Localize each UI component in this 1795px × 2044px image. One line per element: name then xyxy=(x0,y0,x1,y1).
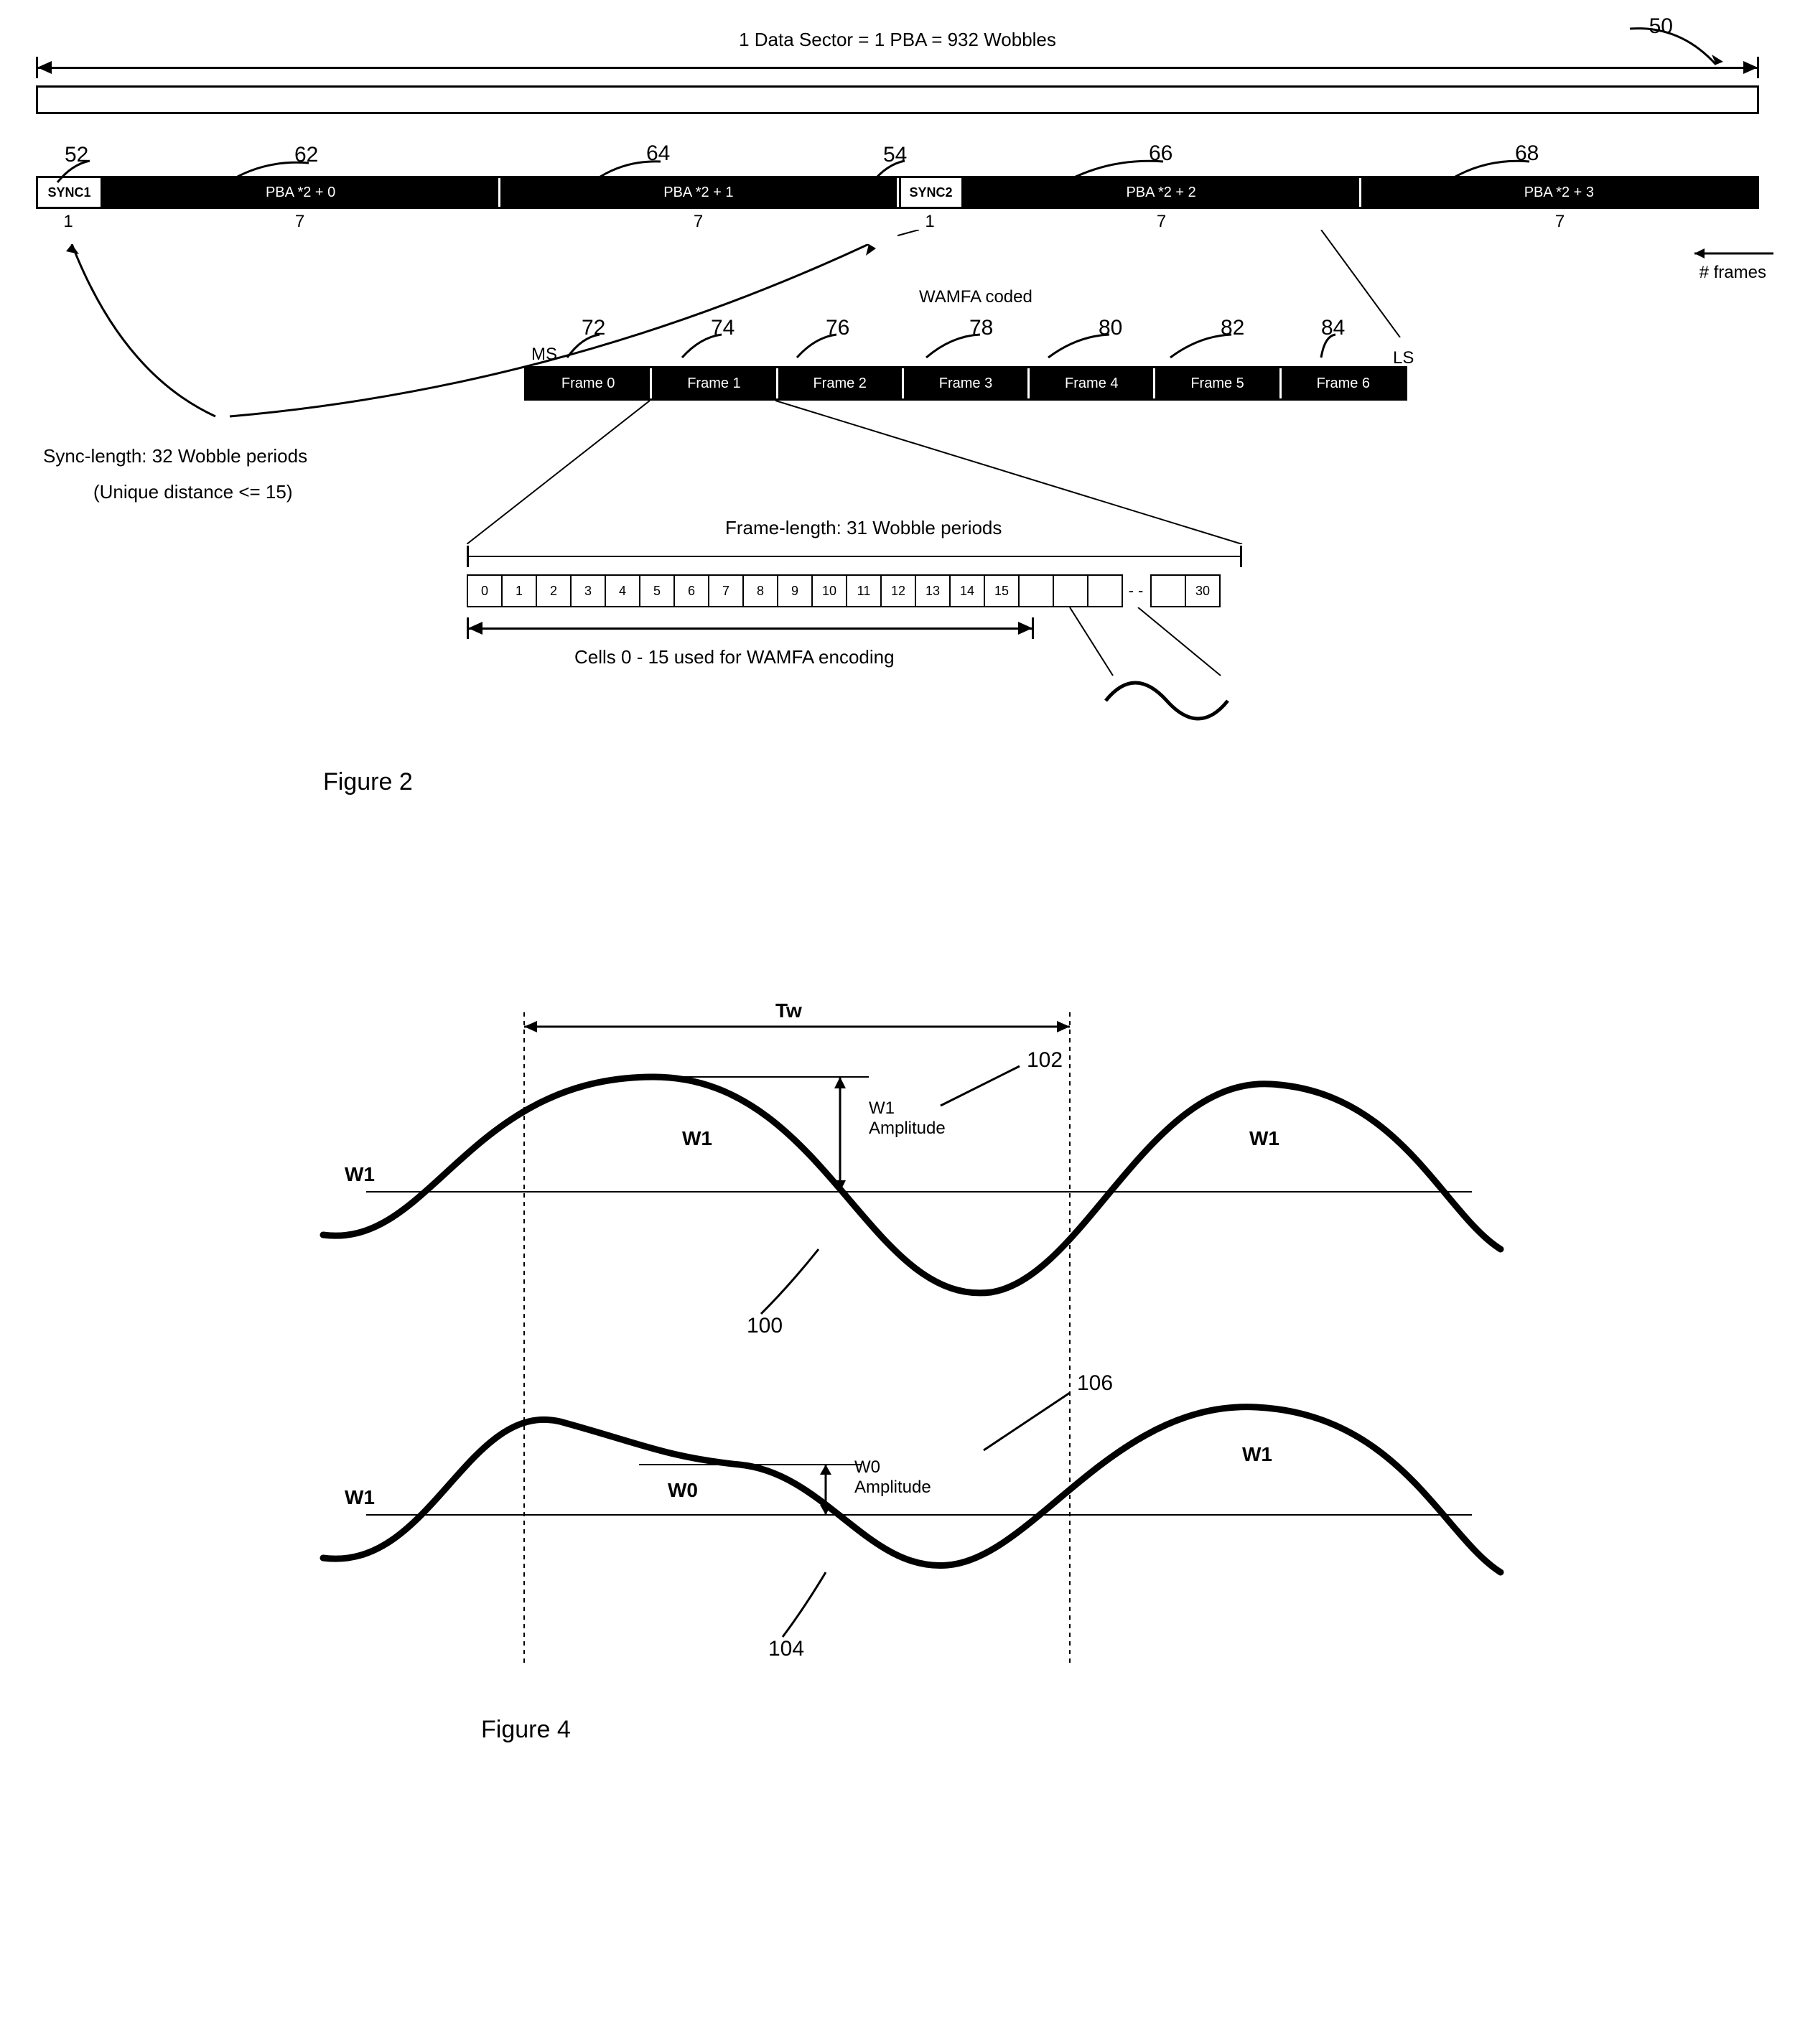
ms-label: MS xyxy=(531,345,557,365)
cell-3: 3 xyxy=(570,574,606,607)
cell-5: 5 xyxy=(639,574,675,607)
wamfa-dim xyxy=(467,617,1034,639)
curve-52 xyxy=(50,157,108,186)
frame-5: Frame 5 xyxy=(1155,368,1281,398)
curve-68 xyxy=(1443,154,1544,183)
cnt-pba1: 7 xyxy=(499,212,898,232)
sector-title: 1 Data Sector = 1 PBA = 932 Wobbles xyxy=(36,29,1759,51)
ref-106: 106 xyxy=(1077,1371,1113,1396)
tw-label: Tw xyxy=(775,999,802,1022)
frame-2: Frame 2 xyxy=(778,368,904,398)
frame-dim-line xyxy=(467,546,1242,567)
ref-102: 102 xyxy=(1027,1048,1063,1073)
cell-wobble-zoom xyxy=(1055,607,1242,722)
cnt-pba2: 7 xyxy=(962,212,1361,232)
curve-66 xyxy=(1063,154,1178,183)
cells-gap: - - xyxy=(1122,582,1150,600)
curve-64 xyxy=(589,154,675,183)
cnt-sync2: 1 xyxy=(898,212,962,232)
cell-15: 15 xyxy=(984,574,1020,607)
frame-1: Frame 1 xyxy=(652,368,778,398)
cells-row: 0 1 2 3 4 5 6 7 8 9 10 11 12 13 14 15 - … xyxy=(467,574,1219,607)
frame-4: Frame 4 xyxy=(1030,368,1155,398)
cnt-sync1: 1 xyxy=(36,212,101,232)
cell-6: 6 xyxy=(673,574,709,607)
sector-outer-box xyxy=(36,85,1759,114)
frame-length: Frame-length: 31 Wobble periods xyxy=(725,517,1002,539)
frame-3: Frame 3 xyxy=(904,368,1030,398)
frame-6: Frame 6 xyxy=(1282,368,1405,398)
sync-note-1: Sync-length: 32 Wobble periods xyxy=(43,445,307,467)
pba3: PBA *2 + 3 xyxy=(1361,178,1757,207)
sector-dim-line xyxy=(36,57,1759,78)
w1-row1-left: W1 xyxy=(345,1163,375,1186)
ls-label: LS xyxy=(1393,348,1414,368)
cell-4: 4 xyxy=(605,574,640,607)
figure-4-svg xyxy=(180,976,1616,1694)
w1-amp: W1 Amplitude xyxy=(869,1098,946,1139)
cell-10: 10 xyxy=(811,574,847,607)
cell-11: 11 xyxy=(846,574,882,607)
w0-amp: W0 Amplitude xyxy=(854,1457,931,1498)
cell-1: 1 xyxy=(501,574,537,607)
wamfa-enc: Cells 0 - 15 used for WAMFA encoding xyxy=(574,646,895,668)
cell-8: 8 xyxy=(742,574,778,607)
cnt-pba3: 7 xyxy=(1361,212,1759,232)
cell-blank-3 xyxy=(1087,574,1123,607)
ref-100: 100 xyxy=(747,1314,783,1338)
figure-2: 50 1 Data Sector = 1 PBA = 932 Wobbles 5… xyxy=(36,29,1759,890)
cnt-pba0: 7 xyxy=(101,212,499,232)
w1-row1-mid: W1 xyxy=(682,1127,712,1150)
figure-2-caption: Figure 2 xyxy=(323,768,413,796)
pba1: PBA *2 + 1 xyxy=(500,178,898,207)
frame-0: Frame 0 xyxy=(526,368,652,398)
cell-0: 0 xyxy=(467,574,503,607)
w1-row2-left: W1 xyxy=(345,1486,375,1509)
cell-blank-2 xyxy=(1053,574,1088,607)
w1-row2-right: W1 xyxy=(1242,1443,1272,1466)
curve-54 xyxy=(865,157,923,186)
cell-13: 13 xyxy=(915,574,951,607)
cell-blank-1 xyxy=(1018,574,1054,607)
cell-12: 12 xyxy=(880,574,916,607)
frame-counts-row: 1 7 7 1 7 7 xyxy=(36,212,1759,232)
cell-blank-4 xyxy=(1150,574,1186,607)
figure-4: Tw W1 W1 W1 W1 Amplitude 102 100 W1 W0 W… xyxy=(180,976,1616,1766)
wamfa-coded: WAMFA coded xyxy=(919,287,1032,307)
frames-row: Frame 0 Frame 1 Frame 2 Frame 3 Frame 4 … xyxy=(524,366,1407,401)
cell-30: 30 xyxy=(1185,574,1221,607)
sync-note-2: (Unique distance <= 15) xyxy=(93,481,293,503)
w0-row2-mid: W0 xyxy=(668,1479,698,1502)
curve-62 xyxy=(223,156,323,185)
w1-row1-right: W1 xyxy=(1249,1127,1279,1150)
cell-14: 14 xyxy=(949,574,985,607)
cell-7: 7 xyxy=(708,574,744,607)
ref-104: 104 xyxy=(768,1637,804,1661)
cell-2: 2 xyxy=(536,574,572,607)
figure-4-caption: Figure 4 xyxy=(481,1716,571,1744)
cell-9: 9 xyxy=(777,574,813,607)
